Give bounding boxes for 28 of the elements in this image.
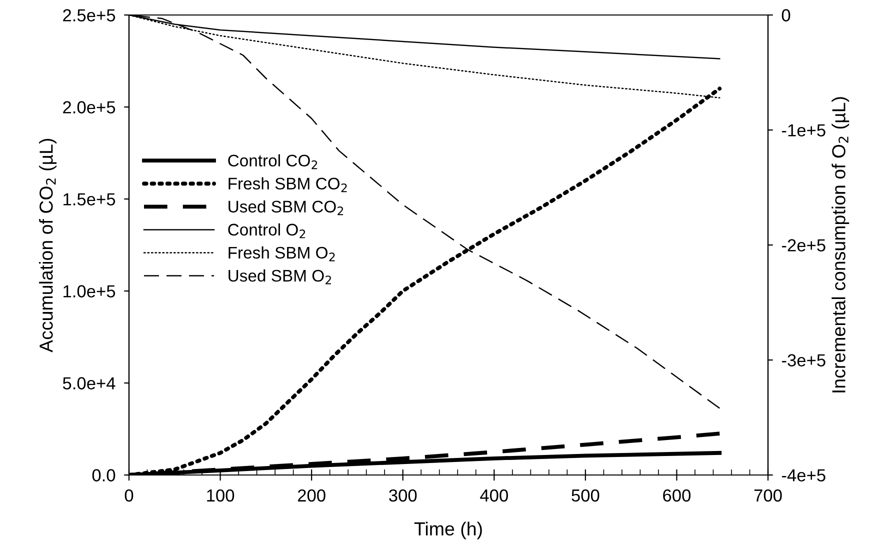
x-tick-label: 200	[298, 489, 326, 502]
x-tick-label: 100	[207, 489, 234, 502]
legend-label: Control CO$_{2}$	[228, 154, 318, 170]
y2-axis-title: Incremental consumption of O$_{2}$ (µL)	[832, 97, 850, 392]
x-tick-label: 400	[480, 489, 508, 502]
y-tick-label: 2.5e+5	[63, 9, 116, 22]
x-tick-label: 300	[389, 489, 417, 502]
y2-tick-label: -1e+5	[782, 124, 826, 136]
y-axis-title: Accumulation of CO$_{2}$ (µL)	[39, 138, 57, 352]
x-axis-title: Time (h)	[414, 522, 482, 540]
y-tick-label: 1.0e+5	[64, 285, 116, 298]
y-tick-label: 1.5e+5	[64, 193, 116, 206]
y2-tick-label: -4e+5	[782, 469, 826, 482]
y2-tick-label: -3e+5	[782, 354, 826, 366]
y-tick-label: 0.0	[92, 469, 116, 482]
x-tick-label: 500	[572, 489, 600, 502]
y-tick-label: 5.0e+4	[62, 377, 116, 390]
y2-tick-label: 0	[782, 9, 790, 22]
y-tick-label: 2.0e+5	[63, 101, 116, 114]
legend-label: Fresh SBM CO$_{2}$	[228, 177, 347, 192]
legend-label: Fresh SBM O$_{2}$	[228, 246, 335, 262]
x-tick-label: 600	[663, 489, 691, 502]
legend-label: Control O$_{2}$	[228, 223, 306, 238]
legend-label: Used SBM O$_{2}$	[228, 269, 331, 284]
x-tick-label: 0	[124, 489, 134, 502]
y2-tick-label: -2e+5	[782, 239, 826, 252]
legend-label: Used SBM CO$_{2}$	[228, 200, 344, 216]
x-tick-label: 700	[754, 489, 782, 502]
